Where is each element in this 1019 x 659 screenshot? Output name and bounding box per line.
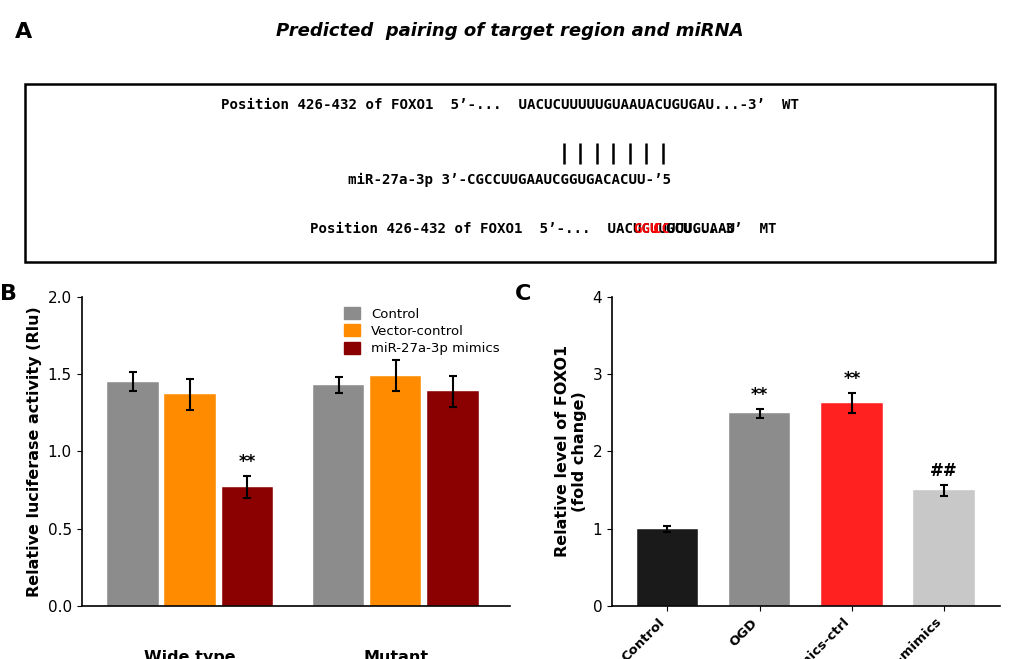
Bar (913, 490, 974, 606)
Text: Position 426-432 of FOXO1  5’-...  UACUCUUUUUGUAAUACUGUGAU...-3’  WT: Position 426-432 of FOXO1 5’-... UACUCUU… (221, 98, 798, 112)
Bar (636, 529, 697, 606)
Bar (820, 403, 881, 606)
Text: Position 426-432 of FOXO1  5’-...  UACUCUUUUUGUAAU: Position 426-432 of FOXO1 5’-... UACUCUU… (310, 223, 735, 237)
Bar (729, 413, 790, 606)
Bar (313, 385, 364, 606)
Bar (427, 391, 478, 606)
Bar (221, 487, 273, 606)
Text: GGU: GGU (633, 223, 658, 237)
Text: GCU...-3’  MT: GCU...-3’ MT (665, 223, 775, 237)
Text: Mutant: Mutant (363, 650, 428, 659)
Legend: Control, Vector-control, miR-27a-3p mimics: Control, Vector-control, miR-27a-3p mimi… (340, 303, 503, 359)
Text: Wide type: Wide type (144, 650, 235, 659)
Text: **: ** (843, 370, 860, 388)
Text: miR-27a-3p 3’-CGCCUUGAAUCGGUGACACUU-’5: miR-27a-3p 3’-CGCCUUGAAUCGGUGACACUU-’5 (348, 173, 671, 186)
Text: Predicted  pairing of target region and miRNA: Predicted pairing of target region and m… (276, 22, 743, 40)
Text: C: C (515, 284, 531, 304)
Text: CC: CC (652, 223, 669, 237)
Bar (107, 382, 159, 606)
Text: B: B (0, 284, 17, 304)
Bar (370, 376, 421, 606)
FancyBboxPatch shape (25, 84, 994, 262)
Y-axis label: Relative luciferase activity (Rlu): Relative luciferase activity (Rlu) (28, 306, 42, 597)
Y-axis label: Relative level of FOXO1
(fold change): Relative level of FOXO1 (fold change) (554, 345, 586, 558)
Text: A: A (15, 22, 33, 42)
Bar (164, 394, 216, 606)
Text: **: ** (238, 453, 256, 471)
Text: **: ** (750, 386, 767, 404)
Text: ##: ## (929, 462, 957, 480)
